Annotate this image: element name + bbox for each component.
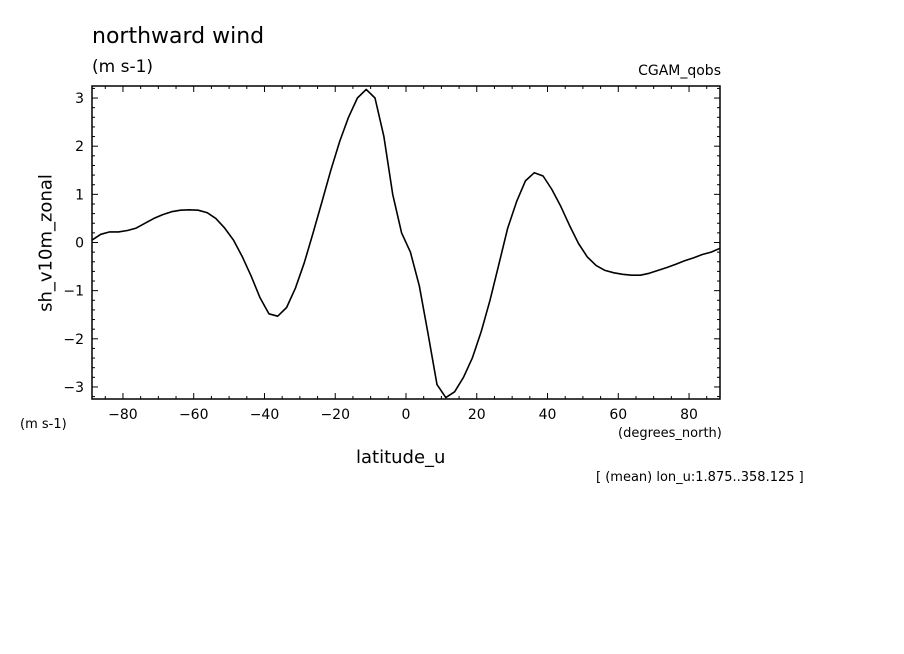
x-tick-label: −60 xyxy=(179,407,209,423)
plot-frame xyxy=(91,85,721,400)
y-tick-label: 2 xyxy=(75,139,84,155)
x-axis-units: (degrees_north) xyxy=(618,426,722,441)
x-tick-label: 60 xyxy=(609,407,627,423)
x-tick-label: 20 xyxy=(468,407,486,423)
x-tick-label: 0 xyxy=(402,407,411,423)
y-tick-label: −3 xyxy=(63,380,84,396)
y-tick-label: −2 xyxy=(63,332,84,348)
footnote: [ (mean) lon_u:1.875..358.125 ] xyxy=(596,470,804,485)
x-tick-label: 40 xyxy=(539,407,557,423)
chart-units: (m s-1) xyxy=(92,57,154,77)
y-tick-label: 1 xyxy=(75,187,84,203)
x-tick-label: −80 xyxy=(108,407,138,423)
x-tick-label: −40 xyxy=(250,407,280,423)
series-line xyxy=(91,88,721,399)
y-tick-label: 3 xyxy=(75,91,84,107)
x-axis-label: latitude_u xyxy=(356,447,446,468)
x-tick-label: −20 xyxy=(320,407,350,423)
axis-tick-labels: −80 −60 −40 −20 0 20 40 60 80 −3 −2 −1 0 1 2 3 xyxy=(63,91,698,423)
dataset-label: CGAM_qobs xyxy=(638,63,721,79)
x-tick-label: 80 xyxy=(680,407,698,423)
y-tick-label: 0 xyxy=(75,236,84,252)
y-axis-units: (m s-1) xyxy=(20,417,67,432)
y-tick-label: −1 xyxy=(63,284,84,300)
chart-title: northward wind xyxy=(92,24,265,49)
